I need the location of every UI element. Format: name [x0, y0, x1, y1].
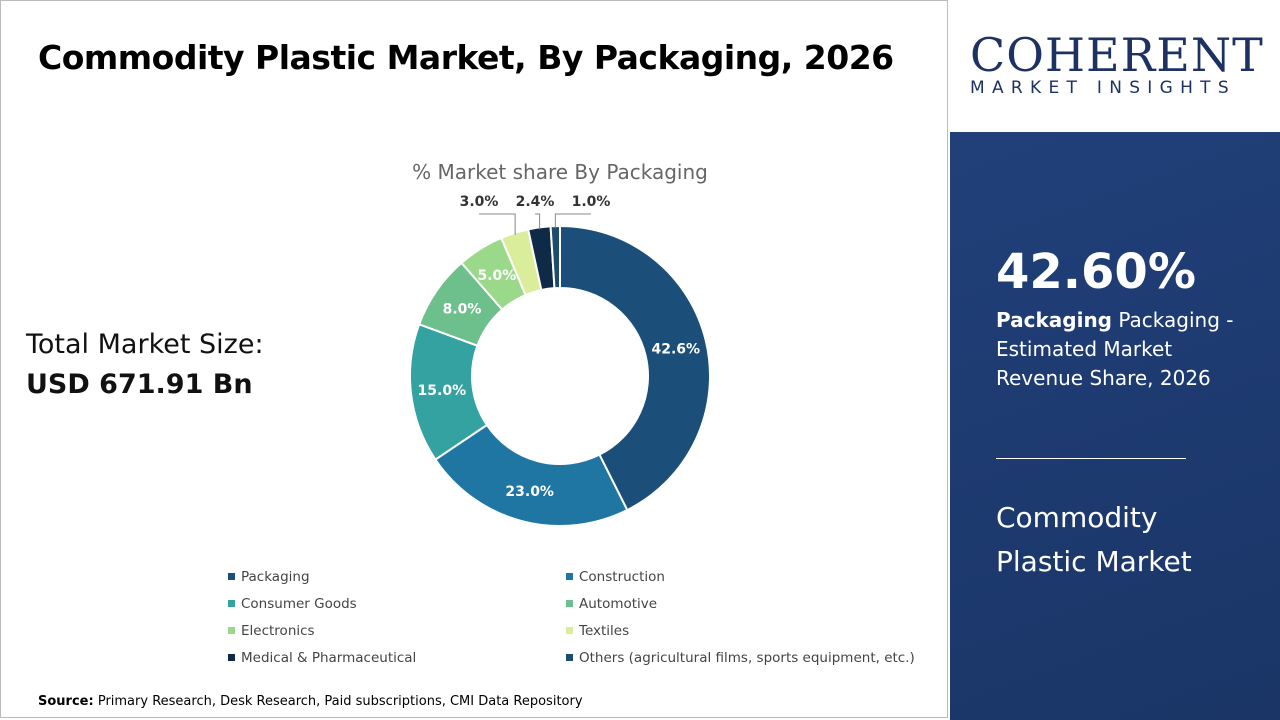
highlight-segment: Packaging	[996, 308, 1112, 332]
legend-item: Textiles	[566, 622, 946, 639]
data-label: 23.0%	[505, 484, 554, 500]
source-note: Source: Primary Research, Desk Research,…	[38, 694, 583, 709]
legend-label: Packaging	[241, 568, 310, 585]
legend-swatch	[228, 654, 235, 661]
source-text: Primary Research, Desk Research, Paid su…	[97, 694, 583, 709]
data-label: 1.0%	[572, 194, 611, 210]
legend-label: Textiles	[579, 622, 630, 639]
data-label: 5.0%	[477, 268, 516, 284]
donut-slice-others	[549, 224, 561, 290]
market-name: Commodity Plastic Market	[996, 501, 1192, 578]
legend-swatch	[566, 573, 573, 580]
legend-label: Automotive	[579, 595, 658, 612]
legend-label: Others (agricultural films, sports equip…	[579, 649, 915, 666]
total-market-label: Total Market Size:	[26, 329, 264, 360]
logo-name: COHERENT	[970, 28, 1264, 82]
highlight-panel: 42.60% Packaging Packaging - Estimated M…	[950, 132, 1280, 720]
legend-swatch	[228, 600, 235, 607]
legend-item: Consumer Goods	[228, 595, 566, 612]
legend-swatch	[566, 654, 573, 661]
legend-swatch	[566, 627, 573, 634]
legend-item: Automotive	[566, 595, 946, 612]
data-label: 3.0%	[460, 194, 499, 210]
divider	[996, 458, 1186, 459]
legend-label: Medical & Pharmaceutical	[241, 649, 417, 666]
legend-swatch	[566, 600, 573, 607]
data-label: 42.6%	[652, 342, 701, 358]
legend-item: Medical & Pharmaceutical	[228, 649, 566, 666]
legend-label: Electronics	[241, 622, 315, 639]
highlight-desc-text: Packaging - Estimated Market Revenue Sha…	[996, 308, 1234, 390]
legend-item: Electronics	[228, 622, 566, 639]
leader-line	[535, 213, 541, 230]
legend-label: Construction	[579, 568, 665, 585]
source-label: Source:	[38, 694, 94, 709]
highlight-percent: 42.60%	[996, 244, 1196, 300]
legend-swatch	[228, 573, 235, 580]
chart-frame	[0, 0, 948, 718]
legend-item: Others (agricultural films, sports equip…	[566, 649, 946, 666]
legend-label: Consumer Goods	[241, 595, 357, 612]
chart-legend: Packaging Construction Consumer Goods Autom…	[228, 568, 948, 666]
data-label: 15.0%	[418, 383, 467, 399]
logo: COHERENT MARKET INSIGHTS	[950, 0, 1280, 132]
legend-swatch	[228, 627, 235, 634]
leader-line	[554, 213, 591, 229]
data-label: 8.0%	[443, 301, 482, 317]
chart-title: % Market share By Packaging	[412, 160, 708, 184]
legend-item: Packaging	[228, 568, 566, 585]
highlight-description: Packaging Packaging - Estimated Market R…	[996, 306, 1236, 393]
donut-slice-construction	[434, 423, 629, 527]
total-market-value: USD 671.91 Bn	[26, 369, 253, 400]
total-market-size: Total Market Size: USD 671.91 Bn	[26, 325, 264, 405]
donut-slice-packaging	[559, 224, 711, 512]
leader-line	[479, 213, 516, 235]
donut-chart: 42.6% 23.0% 15.0% 8.0% 5.0% 3.0% 2.4% 1.0%	[409, 194, 711, 527]
legend-item: Construction	[566, 568, 946, 585]
page-title: Commodity Plastic Market, By Packaging, …	[38, 38, 894, 77]
logo-tagline: MARKET INSIGHTS	[970, 78, 1236, 98]
data-label: 2.4%	[516, 194, 555, 210]
